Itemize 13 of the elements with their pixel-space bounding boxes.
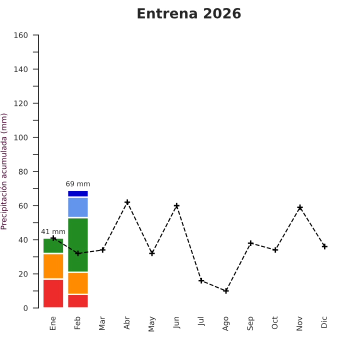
point xyxy=(173,202,180,210)
point xyxy=(124,198,131,206)
point xyxy=(247,240,254,247)
point xyxy=(321,243,328,250)
point xyxy=(74,250,82,257)
point xyxy=(148,250,156,257)
point xyxy=(222,287,230,294)
point xyxy=(272,246,279,254)
point xyxy=(99,246,106,254)
point xyxy=(296,204,304,211)
chart-title: Entrena 2026 xyxy=(138,8,241,19)
point xyxy=(198,277,205,284)
point xyxy=(50,234,57,242)
